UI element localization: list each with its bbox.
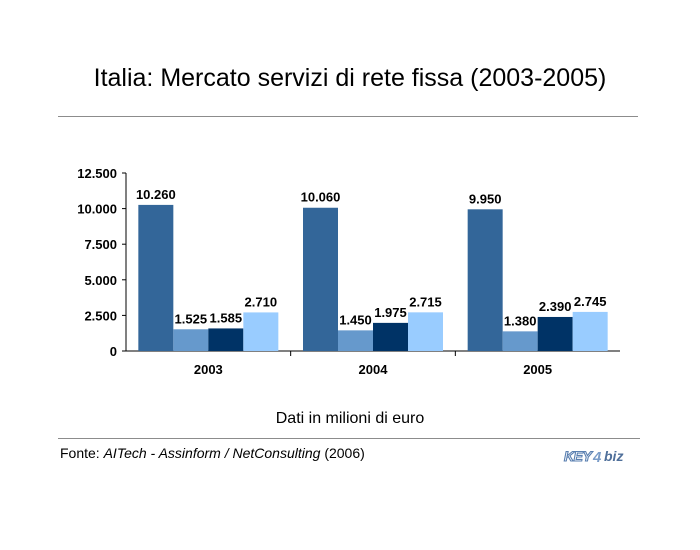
units-note: Dati in milioni di euro bbox=[275, 410, 425, 427]
data-label: 1.975 bbox=[374, 305, 407, 320]
data-label: 2.710 bbox=[245, 294, 278, 309]
svg-text:4: 4 bbox=[592, 449, 602, 466]
x-tick-label: 2003 bbox=[194, 362, 223, 377]
y-tick-label: 0 bbox=[110, 344, 117, 359]
bar bbox=[502, 331, 538, 351]
chart-title: Italia: Mercato servizi di rete fissa (2… bbox=[93, 64, 607, 92]
y-tick-label: 5.000 bbox=[84, 273, 117, 288]
y-tick-label: 12.500 bbox=[77, 166, 117, 181]
bar bbox=[338, 330, 373, 351]
data-label: 1.380 bbox=[504, 313, 537, 328]
y-tick-label: 2.500 bbox=[84, 308, 117, 323]
data-label: 2.745 bbox=[574, 294, 607, 309]
bar bbox=[208, 328, 244, 351]
data-label: 1.585 bbox=[210, 310, 243, 325]
key4biz-logo: KEY 4 biz bbox=[563, 447, 623, 466]
bar bbox=[408, 312, 443, 351]
data-label: 9.950 bbox=[469, 191, 502, 206]
bar bbox=[138, 204, 174, 351]
data-label: 2.390 bbox=[539, 299, 572, 314]
data-label: 10.060 bbox=[301, 190, 341, 205]
y-tick-label: 10.000 bbox=[77, 202, 117, 217]
x-tick-label: 2005 bbox=[523, 362, 552, 377]
data-label: 1.525 bbox=[175, 311, 208, 326]
bar bbox=[173, 329, 209, 351]
data-label: 2.715 bbox=[409, 294, 442, 309]
source-line: Fonte: AITech - Assinform / NetConsultin… bbox=[60, 445, 365, 461]
x-tick-label: 2004 bbox=[359, 362, 389, 377]
svg-text:KEY: KEY bbox=[564, 448, 593, 464]
bar bbox=[572, 311, 608, 351]
bar bbox=[373, 322, 408, 351]
source-name: AITech - Assinform / NetConsulting bbox=[103, 445, 321, 461]
bar bbox=[537, 316, 573, 351]
bar bbox=[303, 207, 338, 351]
svg-text:biz: biz bbox=[604, 448, 623, 464]
data-label: 10.260 bbox=[136, 187, 176, 202]
bar bbox=[467, 209, 503, 351]
y-tick-label: 7.500 bbox=[84, 237, 117, 252]
top-divider bbox=[58, 116, 638, 117]
data-label: 1.450 bbox=[339, 312, 372, 327]
bar bbox=[243, 312, 279, 351]
source-year: (2006) bbox=[320, 445, 365, 461]
source-prefix: Fonte: bbox=[60, 445, 104, 461]
bottom-divider bbox=[58, 438, 640, 439]
